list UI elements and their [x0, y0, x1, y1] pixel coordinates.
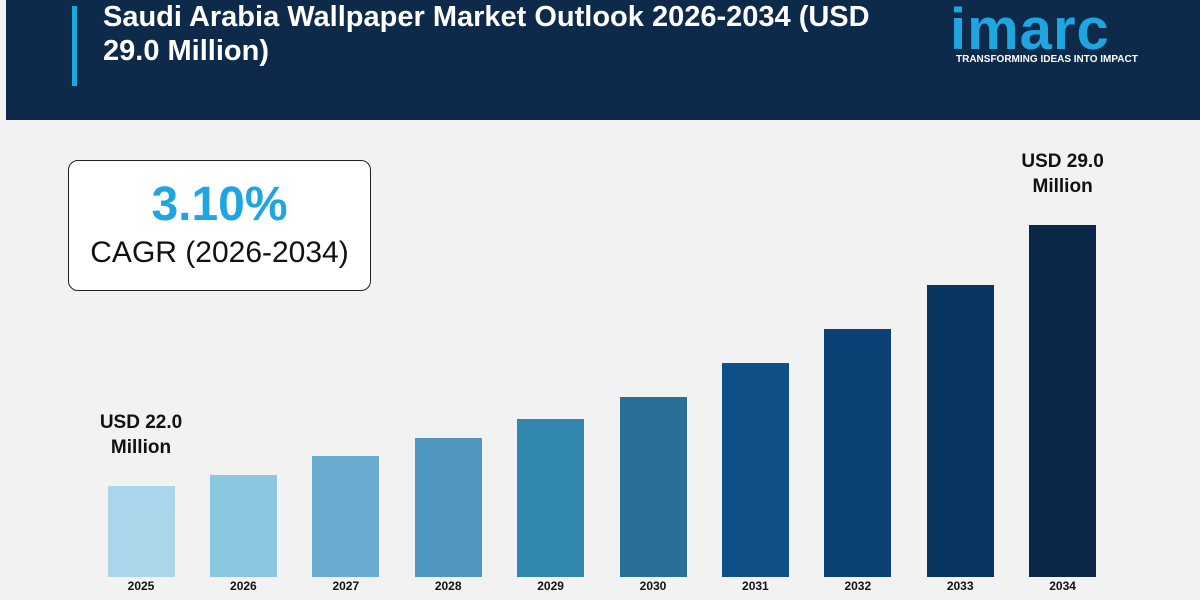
x-tick-label: 2032: [844, 579, 872, 593]
bar: [824, 329, 892, 577]
x-tick-label: 2034: [1049, 579, 1076, 593]
bar: [619, 396, 687, 577]
x-tick-label: 2030: [639, 579, 667, 593]
bar: [209, 474, 277, 577]
bar: [926, 284, 994, 577]
x-tick-label: 2025: [127, 579, 155, 593]
bar: [107, 486, 175, 577]
value-label: USD 29.0 Million: [1021, 151, 1104, 197]
x-tick-label: 2028: [434, 579, 462, 593]
bar: [1029, 225, 1097, 577]
tagline: TRANSFORMING IDEAS INTO IMPACT: [956, 54, 1138, 65]
x-tick-label: 2029: [537, 579, 564, 593]
bar: [721, 362, 789, 577]
title: Saudi Arabia Wallpaper Market Outlook 20…: [103, 1, 870, 67]
bar: [414, 437, 482, 577]
x-tick-label: 2031: [742, 579, 769, 593]
x-tick-label: 2033: [946, 579, 974, 593]
value-label: USD 22.0 Million: [99, 412, 183, 458]
cagr-label: CAGR (2026-2034): [90, 236, 349, 269]
logo[interactable]: imarc: [950, 0, 1110, 62]
header: Saudi Arabia Wallpaper Market Outlook 20…: [6, 0, 1200, 120]
x-tick-label: 2027: [332, 579, 360, 593]
cagr-value: 3.10%: [151, 178, 288, 231]
cagr-box: 3.10% CAGR (2026-2034): [68, 160, 371, 291]
bar: [312, 456, 380, 577]
bar: [517, 418, 585, 577]
x-tick-label: 2026: [230, 579, 257, 593]
accent-line: [72, 6, 77, 86]
